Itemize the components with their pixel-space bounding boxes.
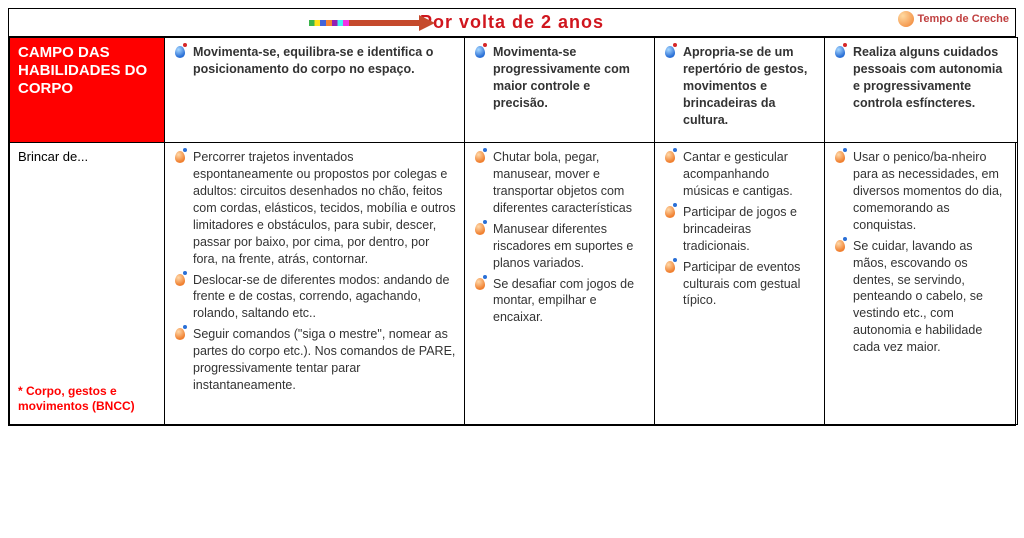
skills-table: Campo das habilidades do corpo Movimenta… <box>9 37 1018 425</box>
list-item: Participar de jogos e brincadeiras tradi… <box>663 204 816 255</box>
list-item: Seguir comandos ("siga o mestre", nomear… <box>173 326 456 394</box>
brand-label: Tempo de Creche <box>918 14 1010 25</box>
list-item: Cantar e gesticular acompanhando músicas… <box>663 149 816 200</box>
header-cell-2: Apropria-se de um repertório de gestos, … <box>655 38 825 143</box>
list-item: Percorrer trajetos inventados espontanea… <box>173 149 456 267</box>
body-row-note: * Corpo, gestos e movimentos (BNCC) <box>18 384 156 414</box>
body-cell-2: Cantar e gesticular acompanhando músicas… <box>655 143 825 425</box>
header-cell-1: Movimenta-se progressivamente com maior … <box>465 38 655 143</box>
header-cell-0: Movimenta-se, equilibra-se e identifica … <box>165 38 465 143</box>
header-row: Campo das habilidades do corpo Movimenta… <box>10 38 1018 143</box>
list-item: Deslocar-se de diferentes modos: andando… <box>173 272 456 323</box>
body-cell-0: Percorrer trajetos inventados espontanea… <box>165 143 465 425</box>
arrow-head-icon <box>419 15 435 31</box>
brand-logo: Tempo de Creche <box>898 11 1010 27</box>
logo-dot-icon <box>898 11 914 27</box>
header-text-2: Apropria-se de um repertório de gestos, … <box>663 44 816 128</box>
arrow-tail <box>309 20 349 26</box>
header-text-1: Movimenta-se progressivamente com maior … <box>473 44 646 112</box>
page-title: Por volta de 2 anos <box>420 12 604 33</box>
list-item: Participar de eventos culturais com gest… <box>663 259 816 310</box>
header-row-label: Campo das habilidades do corpo <box>10 38 165 143</box>
body-row: Brincar de... * Corpo, gestos e moviment… <box>10 143 1018 425</box>
list-item: Usar o penico/ba-nheiro para as necessid… <box>833 149 1009 233</box>
body-row-label: Brincar de... <box>18 149 156 164</box>
body-cell-3: Usar o penico/ba-nheiro para as necessid… <box>825 143 1018 425</box>
body-cell-1: Chutar bola, pegar, manusear, mover e tr… <box>465 143 655 425</box>
list-item: Chutar bola, pegar, manusear, mover e tr… <box>473 149 646 217</box>
body-row-label-cell: Brincar de... * Corpo, gestos e moviment… <box>10 143 165 425</box>
list-item: Se desafiar com jogos de montar, empilha… <box>473 276 646 327</box>
title-bar: Por volta de 2 anos Tempo de Creche <box>9 9 1015 37</box>
page-frame: Por volta de 2 anos Tempo de Creche Camp… <box>8 8 1016 426</box>
list-item: Se cuidar, lavando as mãos, escovando os… <box>833 238 1009 356</box>
header-text-3: Realiza alguns cuidados pessoais com aut… <box>833 44 1009 112</box>
header-cell-3: Realiza alguns cuidados pessoais com aut… <box>825 38 1018 143</box>
arrow-decoration <box>309 15 435 31</box>
arrow-shaft <box>349 20 419 26</box>
header-text-0: Movimenta-se, equilibra-se e identifica … <box>173 44 456 78</box>
list-item: Manusear diferentes riscadores em suport… <box>473 221 646 272</box>
